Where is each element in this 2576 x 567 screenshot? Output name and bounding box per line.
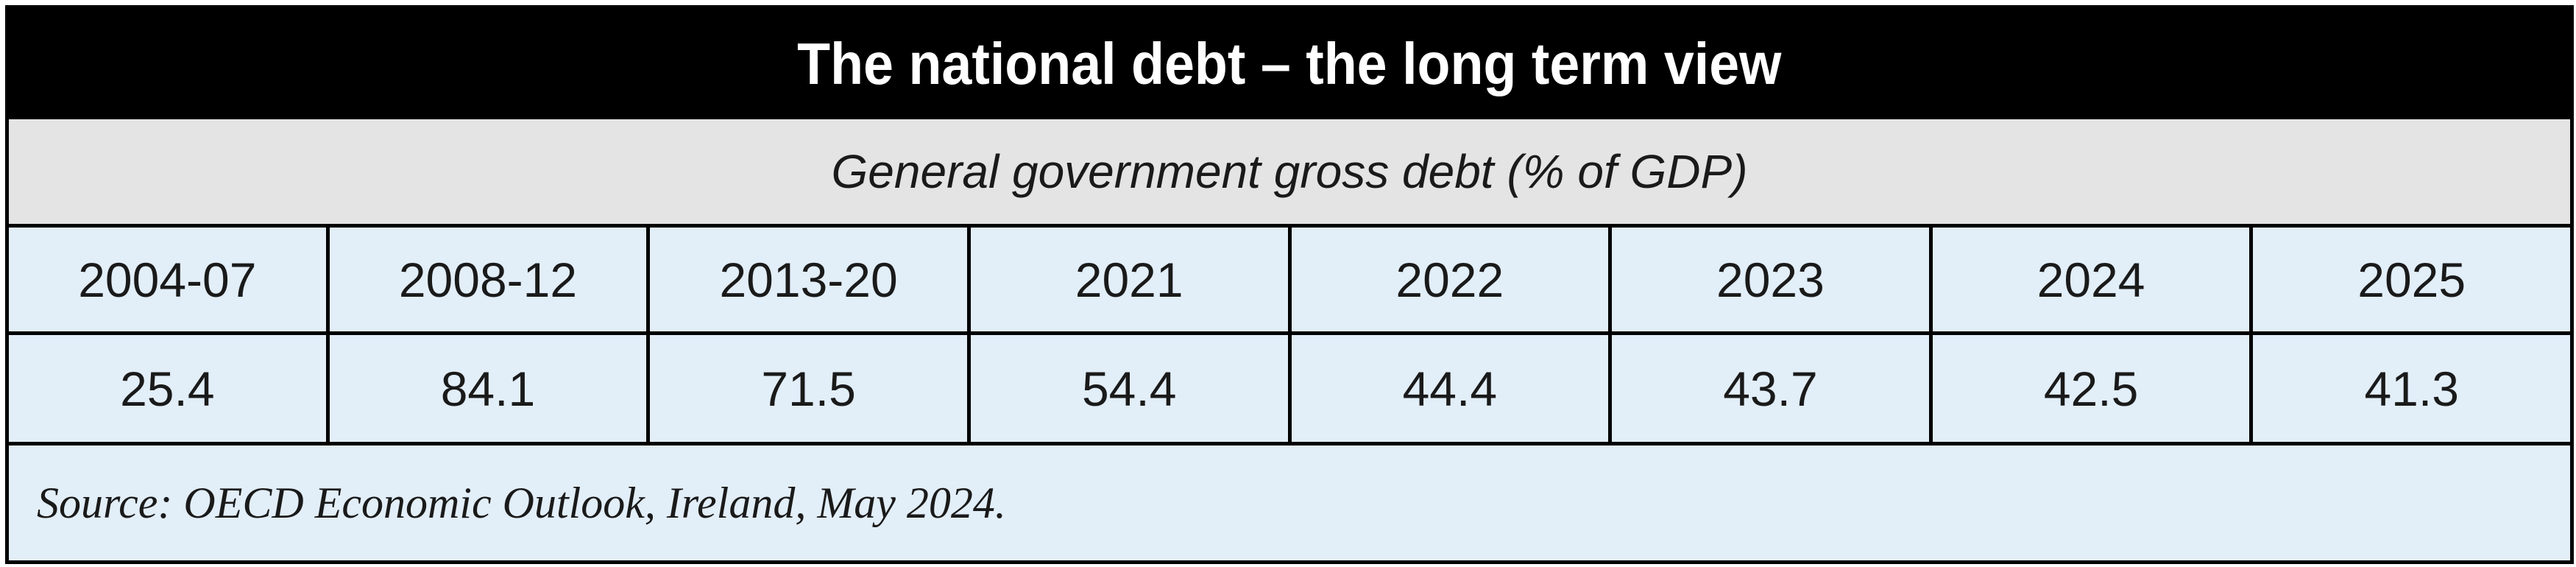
table-title: The national debt – the long term view bbox=[797, 31, 1782, 96]
source-note: Source: OECD Economic Outlook, Ireland, … bbox=[9, 446, 2570, 560]
debt-value-cell: 42.5 bbox=[1933, 335, 2254, 442]
debt-value-cell: 41.3 bbox=[2364, 361, 2459, 416]
debt-value-row: 25.4 84.1 71.5 54.4 44.4 43.7 42.5 41.3 bbox=[9, 335, 2570, 442]
period-header-cell: 2024 bbox=[1933, 228, 2254, 331]
debt-value-cell: 43.7 bbox=[1612, 335, 1933, 442]
period-header-cell: 2025 bbox=[2357, 252, 2466, 307]
period-header-cell: 2023 bbox=[1612, 228, 1933, 331]
debt-value-cell: 71.5 bbox=[650, 335, 971, 442]
debt-value-cell: 54.4 bbox=[971, 335, 1292, 442]
period-header-cell: 2013-20 bbox=[650, 228, 971, 331]
debt-value-cell: 44.4 bbox=[1292, 335, 1613, 442]
period-header-cell: 2022 bbox=[1292, 228, 1613, 331]
period-header-cell: 2004-07 bbox=[9, 228, 330, 331]
table-subtitle-bar: General government gross debt (% of GDP) bbox=[9, 119, 2570, 228]
period-header-row: 2004-07 2008-12 2013-20 2021 2022 2023 2024 202… bbox=[9, 228, 2570, 335]
period-header-cell: 2008-12 bbox=[330, 228, 651, 331]
debt-table-panel: The national debt – the long term view G… bbox=[5, 5, 2574, 564]
table-title-bar: The national debt – the long term view bbox=[9, 9, 2570, 119]
debt-table: 2004-07 2008-12 2013-20 2021 2022 2023 2024 202… bbox=[9, 228, 2570, 446]
source-text: Source: OECD Economic Outlook, Ireland, … bbox=[37, 478, 1006, 527]
debt-value-cell: 25.4 bbox=[9, 335, 330, 442]
debt-value-cell: 84.1 bbox=[330, 335, 651, 442]
table-subtitle: General government gross debt (% of GDP) bbox=[831, 145, 1748, 198]
period-header-cell: 2021 bbox=[971, 228, 1292, 331]
